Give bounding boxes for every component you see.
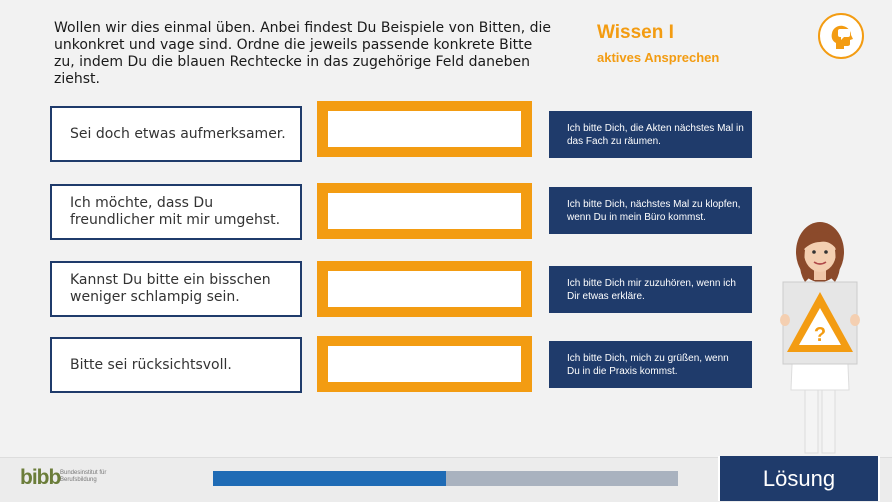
solution-button[interactable]: Lösung: [718, 456, 880, 501]
vague-request-1: Sei doch etwas aufmerksamer.: [50, 106, 302, 162]
bibb-logo: bibb: [20, 466, 61, 489]
topic-subtitle: aktives Ansprechen: [597, 50, 720, 65]
progress-bar: [213, 471, 678, 486]
vague-request-2: Ich möchte, dass Du freundlicher mit mir…: [50, 184, 302, 240]
svg-text:?: ?: [814, 324, 826, 346]
drop-target-3[interactable]: [317, 261, 532, 317]
vague-request-3: Kannst Du bitte ein bisschen weniger sch…: [50, 261, 302, 317]
concrete-request-card-3[interactable]: Ich bitte Dich mir zuzuhören, wenn ich D…: [549, 266, 752, 313]
bibb-logo-text: Bundesinstitut für Berufsbildung: [60, 470, 107, 483]
drop-target-4[interactable]: [317, 336, 532, 392]
drop-target-1[interactable]: [317, 101, 532, 157]
instructions-text: Wollen wir dies einmal üben. Anbei finde…: [54, 20, 552, 87]
concrete-request-card-1[interactable]: Ich bitte Dich, die Akten nächstes Mal i…: [549, 111, 752, 158]
head-speech-bubble-icon: [818, 13, 864, 59]
drop-target-2[interactable]: [317, 183, 532, 239]
progress-fill: [213, 471, 446, 486]
character-illustration: ?: [775, 220, 865, 459]
topic-title: Wissen I: [597, 22, 674, 43]
concrete-request-card-4[interactable]: Ich bitte Dich, mich zu grüßen, wenn Du …: [549, 341, 752, 388]
warning-question-icon: ?: [787, 292, 853, 352]
vague-request-4: Bitte sei rücksichtsvoll.: [50, 337, 302, 393]
concrete-request-card-2[interactable]: Ich bitte Dich, nächstes Mal zu klopfen,…: [549, 187, 752, 234]
